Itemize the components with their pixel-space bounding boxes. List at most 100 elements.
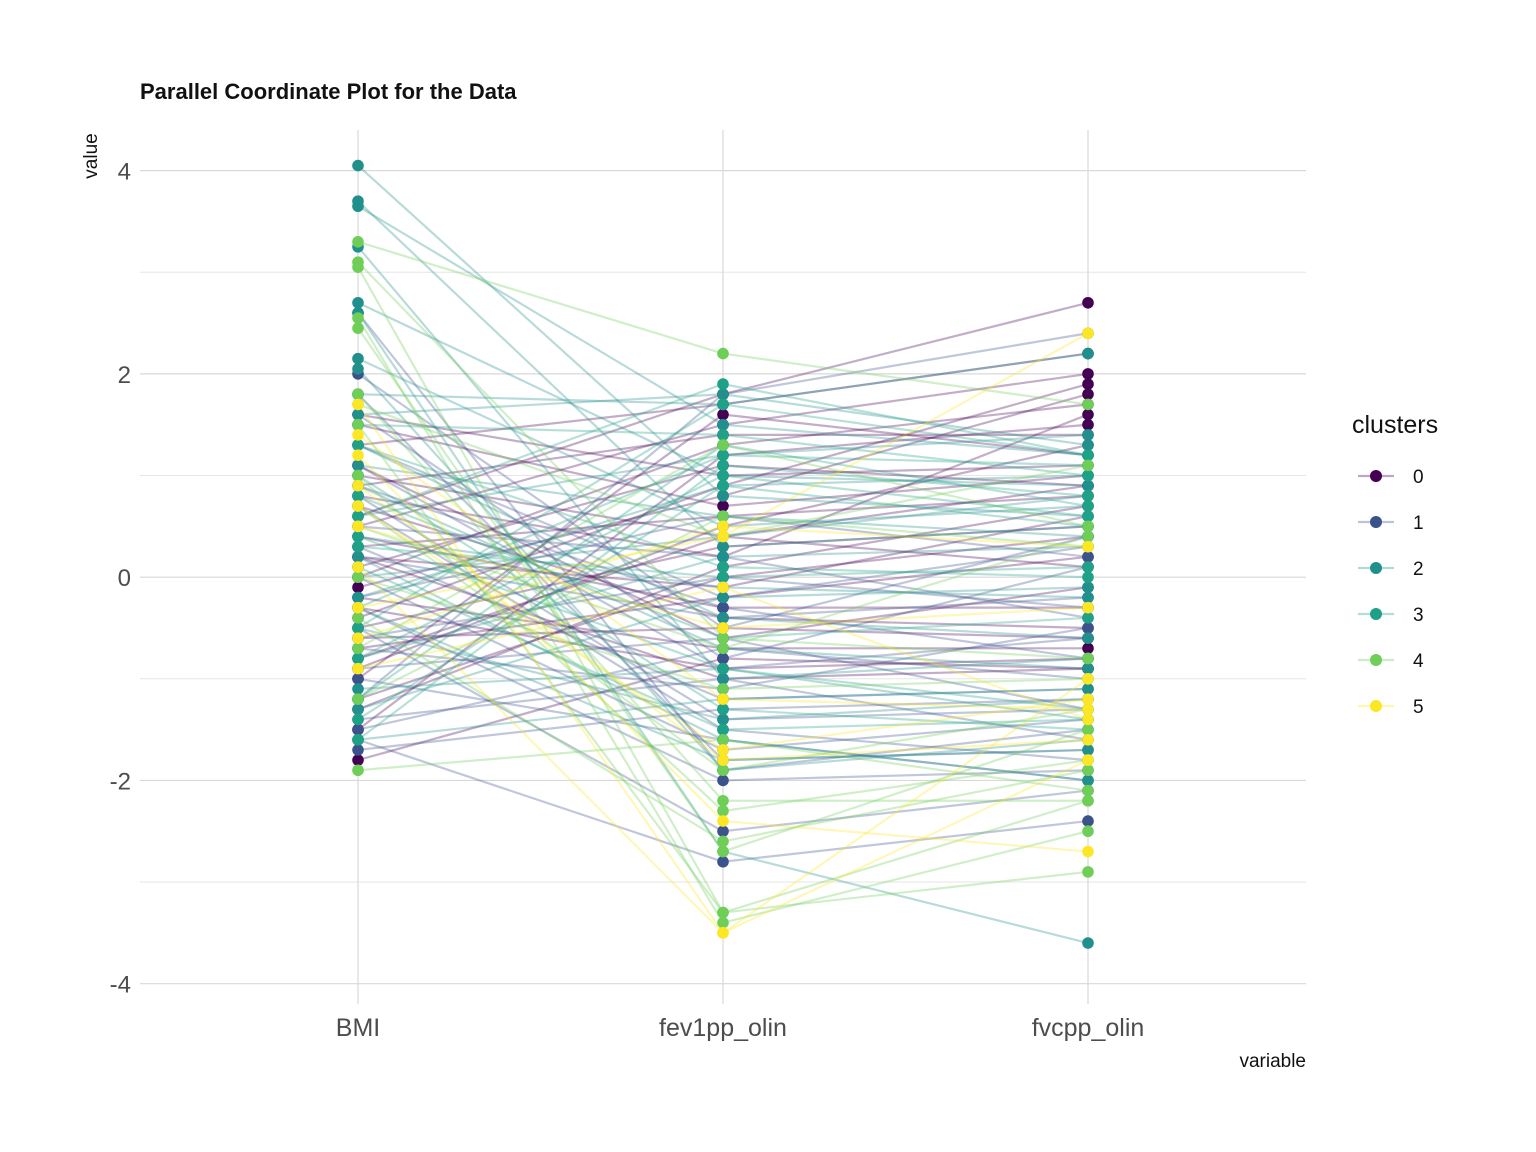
- cluster-4-point: [352, 235, 364, 248]
- cluster-0-point: [1082, 408, 1094, 421]
- cluster-3-point: [352, 622, 364, 634]
- cluster-4-point: [352, 642, 364, 655]
- cluster-0-point: [1082, 296, 1094, 309]
- cluster-1-point: [717, 825, 729, 838]
- cluster-3-point: [717, 398, 729, 411]
- legend-key-point: [1370, 470, 1382, 482]
- cluster-2-point: [717, 612, 729, 624]
- cluster-4-point: [352, 322, 364, 334]
- cluster-0-point: [1082, 368, 1094, 380]
- cluster-3-point: [717, 571, 729, 583]
- cluster-3-point: [1082, 469, 1094, 482]
- cluster-0-point: [717, 500, 729, 512]
- cluster-5-point: [352, 449, 364, 462]
- cluster-3-point: [1082, 510, 1094, 522]
- cluster-3-point: [717, 459, 729, 472]
- legend-key-point: [1370, 700, 1382, 712]
- y-ticks: -4 -2 0 2 4: [110, 159, 131, 999]
- cluster-3-point: [717, 703, 729, 716]
- cluster-4-point: [352, 693, 364, 705]
- cluster-4-point: [717, 642, 729, 655]
- cluster-5-point: [352, 561, 364, 573]
- cluster-0-point: [1082, 642, 1094, 655]
- cluster-2-point: [352, 159, 364, 172]
- cluster-5-point: [352, 632, 364, 644]
- cluster-5-point: [717, 927, 729, 939]
- legend-label: 4: [1413, 651, 1424, 672]
- cluster-4-point: [1082, 764, 1094, 777]
- cluster-3-point: [717, 662, 729, 675]
- cluster-4-point: [717, 347, 729, 360]
- cluster-4-point: [1082, 723, 1094, 736]
- cluster-1-point: [352, 723, 364, 736]
- legend-key-point: [1370, 654, 1382, 666]
- cluster-3-point: [717, 469, 729, 482]
- cluster-4-point: [717, 510, 729, 522]
- y-tick-label: 2: [118, 362, 131, 389]
- cluster-5-point: [352, 662, 364, 675]
- cluster-2-point: [1082, 591, 1094, 604]
- cluster-3-point: [717, 378, 729, 390]
- cluster-5-point: [717, 754, 729, 766]
- cluster-5-point: [1082, 327, 1094, 340]
- cluster-5-point: [1082, 693, 1094, 705]
- cluster-2-point: [1082, 479, 1094, 492]
- y-tick-label: 4: [118, 159, 131, 186]
- cluster-2-point: [717, 418, 729, 431]
- cluster-2-point: [717, 672, 729, 685]
- cluster-1-point: [1082, 551, 1094, 563]
- cluster-2-point: [1082, 937, 1094, 949]
- cluster-1-point: [717, 855, 729, 868]
- cluster-4-point: [717, 906, 729, 919]
- cluster-1-point: [717, 652, 729, 665]
- cluster-2-point: [1082, 429, 1094, 441]
- cluster-3-point: [352, 490, 364, 502]
- cluster-5-point: [1082, 672, 1094, 685]
- legend-title: clusters: [1352, 411, 1438, 439]
- cluster-3-point: [1082, 571, 1094, 583]
- cluster-3-point: [1082, 500, 1094, 512]
- cluster-2-point: [717, 713, 729, 726]
- legend-label: 2: [1413, 559, 1424, 580]
- cluster-5-point: [352, 601, 364, 614]
- cluster-1-point: [352, 744, 364, 756]
- cluster-3-point: [352, 530, 364, 543]
- cluster-4-point: [1082, 530, 1094, 543]
- cluster-4-point: [1082, 398, 1094, 411]
- cluster-5-point: [1082, 601, 1094, 614]
- cluster-5-point: [1082, 845, 1094, 858]
- cluster-5-point: [1082, 754, 1094, 766]
- cluster-2-point: [1082, 581, 1094, 594]
- cluster-4-point: [717, 835, 729, 848]
- cluster-4-point: [1082, 794, 1094, 807]
- cluster-4-point: [352, 571, 364, 583]
- cluster-4-point: [1082, 784, 1094, 797]
- cluster-2-point: [352, 459, 364, 472]
- cluster-4-point: [1082, 652, 1094, 665]
- legend-key-point: [1370, 608, 1382, 620]
- legend: clusters 0 1 2 3 4 5: [1352, 411, 1438, 718]
- cluster-2-point: [352, 195, 364, 207]
- cluster-0-point: [352, 581, 364, 594]
- cluster-5-point: [717, 744, 729, 756]
- cluster-2-point: [352, 551, 364, 563]
- cluster-0-point: [1082, 418, 1094, 431]
- y-tick-label: -4: [110, 972, 131, 999]
- cluster-4-point: [1082, 459, 1094, 472]
- legend-key-point: [1370, 516, 1382, 528]
- cluster-4-point: [352, 312, 364, 324]
- cluster-2-point: [717, 490, 729, 502]
- cluster-3-point: [717, 449, 729, 462]
- legend-label: 5: [1413, 697, 1424, 718]
- cluster-3-point: [352, 540, 364, 553]
- x-tick-label: fev1pp_olin: [659, 1014, 787, 1042]
- cluster-5-point: [352, 479, 364, 492]
- series-points: [352, 159, 1094, 949]
- cluster-2-point: [717, 551, 729, 563]
- cluster-5-point: [717, 520, 729, 533]
- cluster-5-point: [352, 500, 364, 512]
- cluster-4-point: [1082, 825, 1094, 838]
- cluster-5-point: [717, 581, 729, 594]
- cluster-3-point: [352, 510, 364, 522]
- cluster-3-point: [352, 652, 364, 665]
